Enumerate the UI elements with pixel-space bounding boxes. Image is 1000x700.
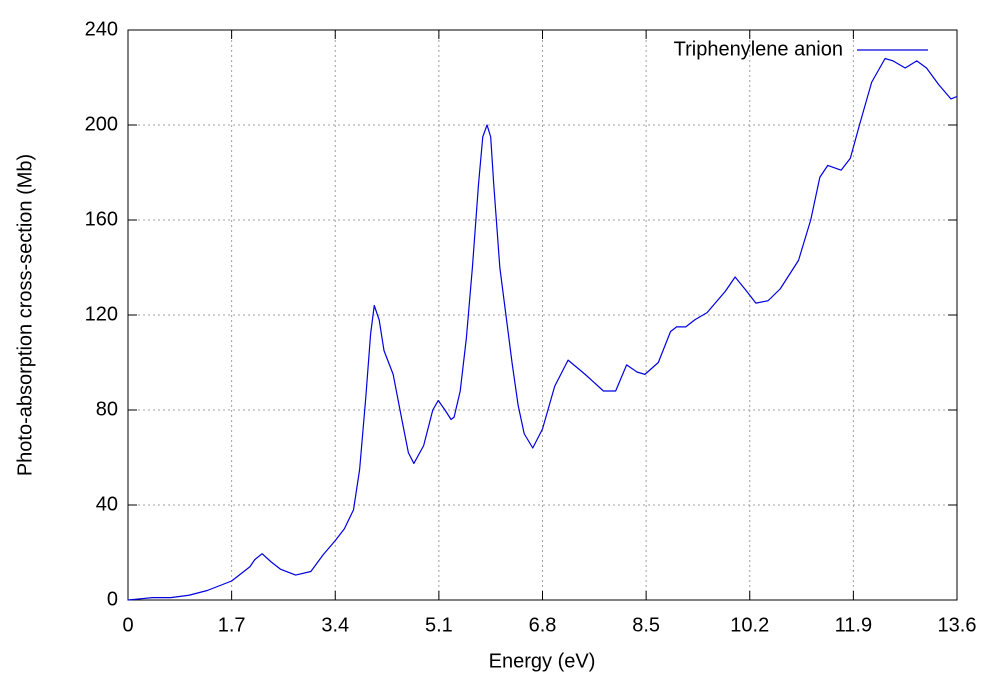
data-line (127, 57, 958, 601)
y-tick-label: 160 (85, 208, 118, 230)
x-tick-label: 0 (122, 614, 133, 636)
x-tick-label: 11.9 (835, 614, 872, 636)
y-tick-label: 240 (85, 18, 118, 40)
legend-label: Triphenylene anion (674, 38, 843, 60)
y-tick-label: 120 (85, 303, 118, 325)
x-tick-label: 13.6 (938, 614, 977, 636)
x-tick-label: 8.5 (632, 614, 660, 636)
y-tick-label: 200 (85, 113, 118, 135)
y-tick-label: 80 (96, 398, 118, 420)
y-tick-label: 0 (107, 588, 118, 610)
plot-frame (127, 29, 958, 601)
x-tick-label: 3.4 (321, 614, 349, 636)
x-tick-label: 1.7 (218, 614, 246, 636)
y-axis-label: Photo-absorption cross-section (Mb) (14, 154, 36, 476)
x-axis-label: Energy (eV) (489, 650, 596, 672)
x-tick-label: 10.2 (730, 614, 769, 636)
y-tick-label: 40 (96, 493, 118, 515)
x-tick-label: 6.8 (529, 614, 557, 636)
x-tick-label: 5.1 (425, 614, 453, 636)
